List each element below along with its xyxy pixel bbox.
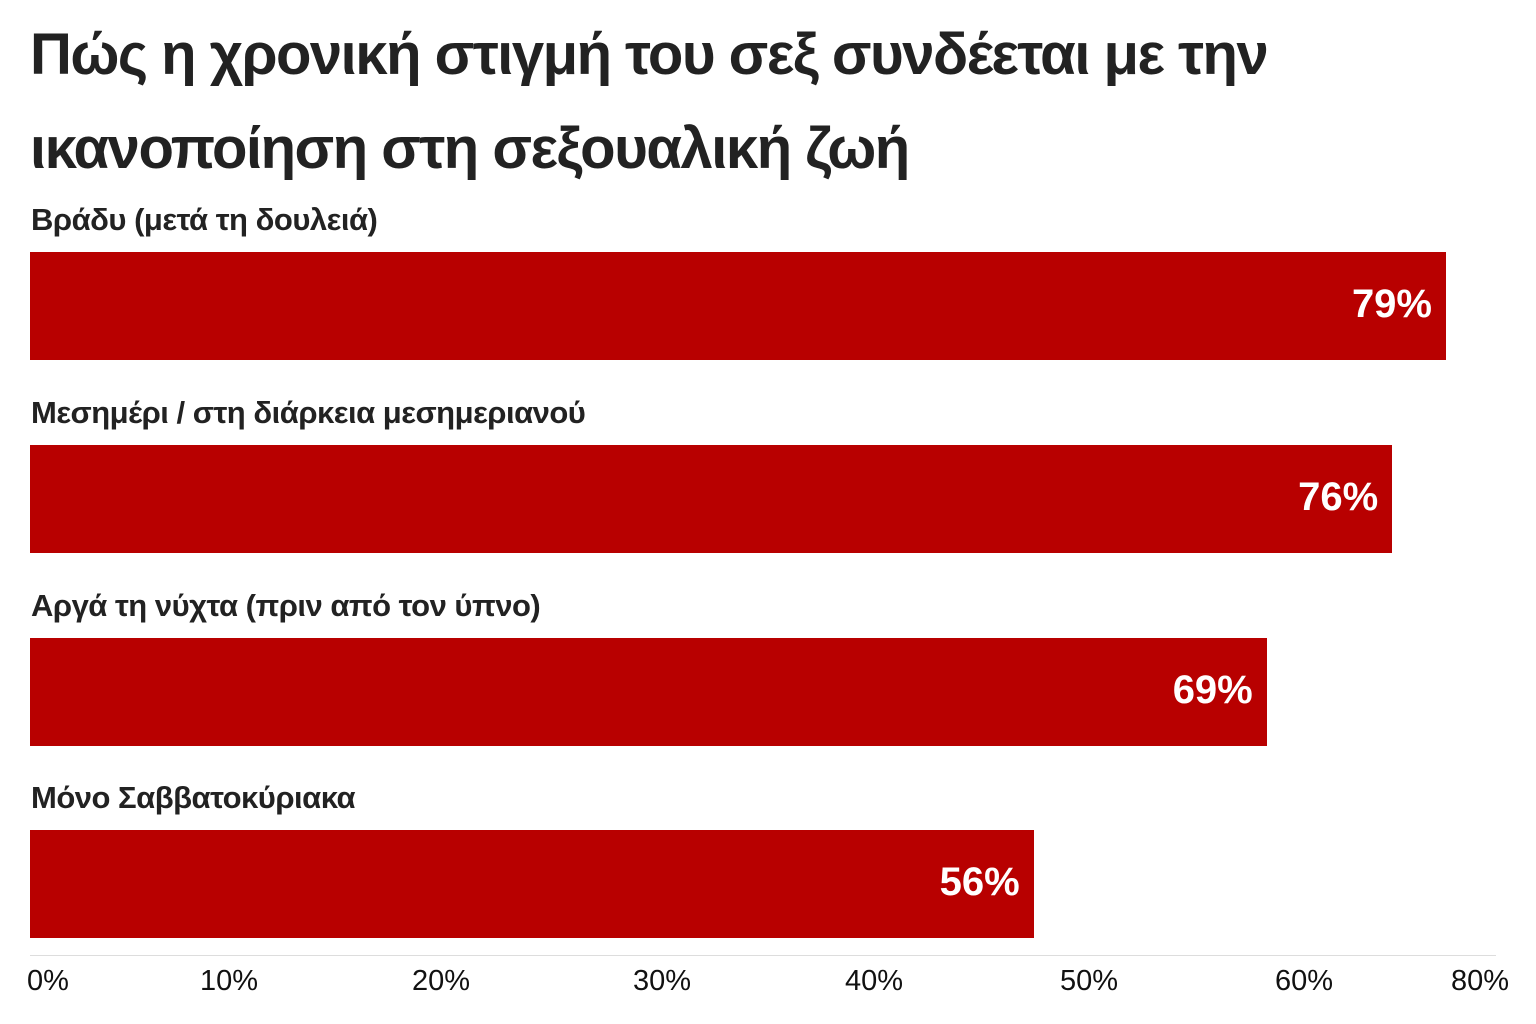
data-label: 56% [939,860,1020,904]
data-label: 76% [1298,475,1379,519]
bar [30,638,1267,746]
category-label: Μεσημέρι / στη διάρκεια μεσημεριανού [31,395,586,430]
x-tick-label: 20% [411,965,471,997]
x-tick-label: 10% [199,965,259,997]
bar [30,252,1446,360]
bar [30,830,1034,938]
x-axis-line [30,955,1496,956]
category-label: Μόνο Σαββατοκύριακα [31,780,356,815]
category-label: Βράδυ (μετά τη δουλειά) [31,202,378,237]
category-label: Αργά τη νύχτα (πριν από τον ύπνο) [31,588,541,623]
x-tick-label: 50% [1059,965,1119,997]
data-label: 69% [1172,668,1253,712]
x-tick-label: 40% [844,965,904,997]
x-tick-label: 30% [632,965,692,997]
chart-title: Πώς η χρονική στιγμή του σεξ συνδέεται μ… [30,22,1269,181]
x-tick-label: 60% [1274,965,1334,997]
data-label: 79% [1351,282,1432,326]
x-tick-label: 0% [27,965,69,997]
x-tick-label: 80% [1450,965,1510,997]
bar [30,445,1393,553]
